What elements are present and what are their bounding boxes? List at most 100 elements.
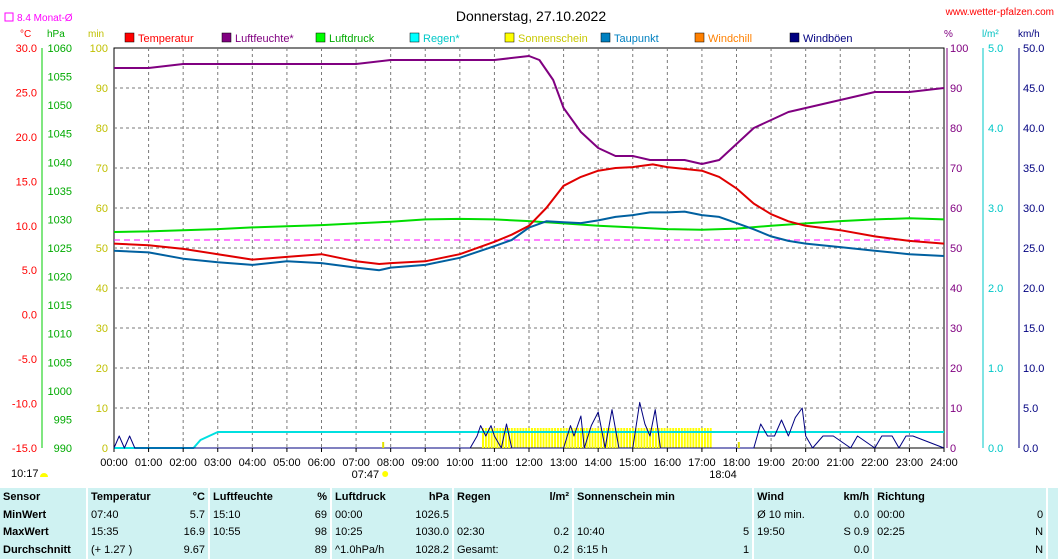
wind-axis-label: 15.0 bbox=[1023, 323, 1044, 335]
percent-axis-label: 70 bbox=[950, 163, 962, 175]
stats-header-rain: Regen bbox=[452, 488, 518, 506]
rain-axis-label: 0.0 bbox=[988, 443, 1003, 455]
legend-label: Luftfeuchte* bbox=[235, 33, 294, 45]
x-tick-label: 10:00 bbox=[446, 457, 474, 469]
stats-cell: 02:25 bbox=[872, 523, 995, 542]
series-taupunkt-line bbox=[113, 210, 945, 272]
pressure-unit: hPa bbox=[47, 29, 65, 40]
percent-axis-label: 100 bbox=[950, 43, 968, 55]
minutes-axis-label: 60 bbox=[96, 203, 108, 215]
legend-swatch bbox=[694, 32, 705, 43]
stats-cell: 98 bbox=[314, 526, 327, 539]
stats-cell: 00:00 bbox=[872, 505, 995, 524]
stats-cell: Gesamt: bbox=[452, 541, 518, 559]
x-tick-label: 01:00 bbox=[135, 457, 163, 469]
series-luftfeuchte-line bbox=[114, 55, 945, 165]
x-tick-label: 09:00 bbox=[411, 457, 439, 469]
sun-markers: 07:47 18:04 10:17 bbox=[11, 442, 740, 481]
stats-filler bbox=[1046, 505, 1058, 524]
stats-header-wind-unit: km/h bbox=[843, 490, 870, 503]
stats-cell bbox=[452, 505, 518, 524]
minutes-axis-label: 90 bbox=[96, 83, 108, 95]
stats-cell: 5.7 bbox=[189, 508, 205, 521]
stats-cell: 6:15 h bbox=[572, 541, 707, 559]
minutes-axis-label: 100 bbox=[90, 43, 108, 55]
rain-axis-label: 4.0 bbox=[988, 123, 1003, 135]
legend-swatch bbox=[600, 32, 611, 43]
pressure-axis-label: 1010 bbox=[48, 329, 72, 341]
wind-axis-label: 0.0 bbox=[1023, 443, 1038, 455]
series-luftdruck-line bbox=[113, 217, 945, 233]
stats-header-rain-unit: l/m² bbox=[549, 490, 569, 503]
sunrise-label: 07:47 bbox=[352, 469, 380, 481]
stats-cell bbox=[572, 505, 707, 524]
minutes-axis-label: 80 bbox=[96, 123, 108, 135]
legend-swatch bbox=[409, 32, 420, 43]
stats-header-temp-unit: °C bbox=[192, 490, 205, 503]
percent-axis-label: 40 bbox=[950, 283, 962, 295]
stats-row-average: Durchschnitt (+ 1.27 ) 9.67 89 ^1.0hPa/h… bbox=[0, 541, 1058, 559]
x-tick-label: 18:00 bbox=[723, 457, 751, 469]
monthly-average-legend: 8.4 Monat-Ø bbox=[4, 12, 73, 24]
stats-cell bbox=[208, 541, 284, 559]
x-tick-label: 24:00 bbox=[930, 457, 958, 469]
pressure-axis-label: 1020 bbox=[48, 272, 72, 284]
stats-cell: 00:00 bbox=[330, 505, 400, 524]
stats-cell: 69 bbox=[314, 508, 327, 521]
x-tick-label: 04:00 bbox=[239, 457, 267, 469]
stats-header-direction: Richtung bbox=[872, 488, 1048, 506]
pressure-axis-label: 1035 bbox=[48, 186, 72, 198]
stats-cell: N bbox=[1035, 544, 1044, 557]
temp-axis-label: -10.0 bbox=[12, 399, 37, 411]
minutes-axis-label: 40 bbox=[96, 283, 108, 295]
x-tick-label: 15:00 bbox=[619, 457, 647, 469]
stats-cell: 16.9 bbox=[183, 526, 205, 539]
wind-axis-label: 25.0 bbox=[1023, 243, 1044, 255]
percent-axis-label: 90 bbox=[950, 83, 962, 95]
legend-label: Windböen bbox=[803, 33, 853, 45]
x-tick-label: 12:00 bbox=[515, 457, 543, 469]
minutes-axis-label: 10 bbox=[96, 403, 108, 415]
minutes-axis-label: 20 bbox=[96, 363, 108, 375]
stats-cell: 15:10 bbox=[208, 505, 284, 524]
temp-unit: °C bbox=[20, 29, 31, 40]
pressure-axis-label: 1060 bbox=[48, 43, 72, 55]
temp-axis-label: 10.0 bbox=[16, 221, 37, 233]
temp-axis-label: 25.0 bbox=[16, 87, 37, 99]
x-tick-label: 08:00 bbox=[377, 457, 405, 469]
x-tick-label: 20:00 bbox=[792, 457, 820, 469]
stats-cell bbox=[752, 541, 827, 559]
percent-axis-label: 50 bbox=[950, 243, 962, 255]
rain-axis-label: 5.0 bbox=[988, 43, 1003, 55]
x-tick-label: 14:00 bbox=[584, 457, 612, 469]
stats-filler bbox=[1046, 541, 1058, 559]
stats-cell: 10:55 bbox=[208, 523, 284, 542]
pressure-axis-label: 1025 bbox=[48, 243, 72, 255]
stats-cell: 5 bbox=[743, 526, 750, 539]
stats-table: Sensor Temperatur °C Luftfeuchte % Luftd… bbox=[0, 488, 1058, 559]
percent-axis-label: 10 bbox=[950, 403, 962, 415]
percent-axis-label: 20 bbox=[950, 363, 962, 375]
stats-cell bbox=[707, 506, 754, 524]
legend-label: Luftdruck bbox=[329, 33, 375, 45]
pressure-axis-label: 995 bbox=[54, 414, 72, 426]
stats-header-sensor: Sensor bbox=[3, 490, 41, 503]
x-tick-label: 13:00 bbox=[550, 457, 578, 469]
stats-cell: 10:40 bbox=[572, 523, 707, 542]
stats-row-max: MaxWert 15:35 16.9 10:55 98 10:25 1030.0… bbox=[0, 523, 1058, 542]
x-tick-label: 16:00 bbox=[654, 457, 682, 469]
wind-axis-label: 45.0 bbox=[1023, 83, 1044, 95]
stats-cell: 1030.0 bbox=[415, 526, 449, 539]
stats-cell: S 0.9 bbox=[843, 526, 870, 539]
percent-unit: % bbox=[944, 29, 953, 40]
minutes-axis-label: 50 bbox=[96, 243, 108, 255]
minutes-axis-label: 0 bbox=[102, 443, 108, 455]
percent-axis-label: 30 bbox=[950, 323, 962, 335]
stats-cell: 9.67 bbox=[183, 544, 205, 557]
stats-header-row: Sensor Temperatur °C Luftfeuchte % Luftd… bbox=[0, 488, 1058, 506]
series-temperatur-line bbox=[113, 163, 945, 265]
x-tick-label: 00:00 bbox=[100, 457, 128, 469]
stats-cell: 10:25 bbox=[330, 523, 400, 542]
temp-axis-label: -15.0 bbox=[12, 443, 37, 455]
legend-label: Temperatur bbox=[138, 33, 194, 45]
